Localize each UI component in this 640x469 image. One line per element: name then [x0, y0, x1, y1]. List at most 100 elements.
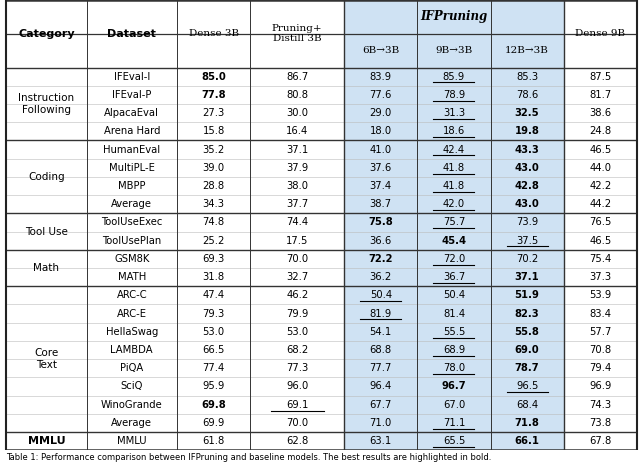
Text: Instruction
Following: Instruction Following [19, 93, 74, 115]
Text: AlpacaEval: AlpacaEval [104, 108, 159, 118]
Text: 9B→3B: 9B→3B [435, 46, 472, 55]
Text: LAMBDA: LAMBDA [111, 345, 153, 355]
Text: 28.8: 28.8 [203, 181, 225, 191]
Text: 81.9: 81.9 [370, 309, 392, 318]
Text: 50.4: 50.4 [443, 290, 465, 300]
Text: 46.5: 46.5 [589, 235, 611, 246]
Text: 32.5: 32.5 [515, 108, 540, 118]
Text: Average: Average [111, 418, 152, 428]
Text: 79.4: 79.4 [589, 363, 611, 373]
Text: 46.2: 46.2 [286, 290, 308, 300]
Text: 37.5: 37.5 [516, 235, 538, 246]
Text: 62.8: 62.8 [286, 436, 308, 446]
Text: 76.5: 76.5 [589, 218, 611, 227]
Text: 83.4: 83.4 [589, 309, 611, 318]
Text: ToolUsePlan: ToolUsePlan [102, 235, 161, 246]
Text: 53.9: 53.9 [589, 290, 611, 300]
Text: Dense 9B: Dense 9B [575, 29, 625, 38]
Text: Core
Text: Core Text [35, 348, 59, 370]
Text: 74.8: 74.8 [203, 218, 225, 227]
Text: 37.3: 37.3 [589, 272, 611, 282]
Text: 86.7: 86.7 [286, 72, 308, 82]
Text: 51.9: 51.9 [515, 290, 540, 300]
Text: 75.8: 75.8 [369, 218, 393, 227]
Text: HumanEval: HumanEval [103, 144, 161, 155]
Text: 35.2: 35.2 [202, 144, 225, 155]
Text: 44.0: 44.0 [589, 163, 611, 173]
Text: HellaSwag: HellaSwag [106, 327, 158, 337]
Text: 96.5: 96.5 [516, 381, 538, 392]
Text: 65.5: 65.5 [443, 436, 465, 446]
Text: 50.4: 50.4 [370, 290, 392, 300]
Text: 96.7: 96.7 [442, 381, 467, 392]
Text: 36.7: 36.7 [443, 272, 465, 282]
Text: 80.8: 80.8 [286, 90, 308, 100]
Text: 41.0: 41.0 [370, 144, 392, 155]
Text: 37.9: 37.9 [286, 163, 308, 173]
Text: 17.5: 17.5 [286, 235, 308, 246]
Text: 71.0: 71.0 [370, 418, 392, 428]
Text: 43.0: 43.0 [515, 163, 540, 173]
Text: WinoGrande: WinoGrande [101, 400, 163, 410]
Text: IFEval-I: IFEval-I [114, 72, 150, 82]
Text: 29.0: 29.0 [370, 108, 392, 118]
Text: 38.7: 38.7 [370, 199, 392, 209]
Text: 95.9: 95.9 [202, 381, 225, 392]
Text: 45.4: 45.4 [442, 235, 467, 246]
Text: 77.3: 77.3 [286, 363, 308, 373]
Text: 37.1: 37.1 [286, 144, 308, 155]
Text: ToolUseExec: ToolUseExec [101, 218, 163, 227]
Text: 55.5: 55.5 [443, 327, 465, 337]
Text: 53.0: 53.0 [286, 327, 308, 337]
Text: 69.9: 69.9 [202, 418, 225, 428]
Text: 78.0: 78.0 [443, 363, 465, 373]
Text: 66.5: 66.5 [202, 345, 225, 355]
Text: 68.8: 68.8 [370, 345, 392, 355]
Text: 61.8: 61.8 [202, 436, 225, 446]
Text: 27.3: 27.3 [202, 108, 225, 118]
Text: 71.8: 71.8 [515, 418, 540, 428]
Text: 69.1: 69.1 [286, 400, 308, 410]
Text: 54.1: 54.1 [370, 327, 392, 337]
Text: 96.4: 96.4 [370, 381, 392, 392]
Text: ARC-E: ARC-E [116, 309, 147, 318]
Text: 57.7: 57.7 [589, 327, 611, 337]
Text: 70.0: 70.0 [286, 418, 308, 428]
Text: 42.4: 42.4 [443, 144, 465, 155]
Text: 78.6: 78.6 [516, 90, 538, 100]
Text: Math: Math [33, 263, 60, 273]
Text: 74.4: 74.4 [286, 218, 308, 227]
Text: 69.3: 69.3 [202, 254, 225, 264]
Text: 36.2: 36.2 [370, 272, 392, 282]
Text: 43.0: 43.0 [515, 199, 540, 209]
Text: 69.8: 69.8 [201, 400, 226, 410]
Text: 66.1: 66.1 [515, 436, 540, 446]
Text: GSM8K: GSM8K [114, 254, 150, 264]
Text: 41.8: 41.8 [443, 163, 465, 173]
Text: 41.8: 41.8 [443, 181, 465, 191]
Text: 18.6: 18.6 [443, 126, 465, 136]
Text: 85.0: 85.0 [201, 72, 226, 82]
Text: 96.0: 96.0 [286, 381, 308, 392]
Text: Category: Category [18, 29, 75, 39]
Text: 83.9: 83.9 [370, 72, 392, 82]
Text: 55.8: 55.8 [515, 327, 540, 337]
Text: Dense 3B: Dense 3B [189, 29, 239, 38]
Text: 75.7: 75.7 [443, 218, 465, 227]
Text: 24.8: 24.8 [589, 126, 611, 136]
Text: Coding: Coding [28, 172, 65, 182]
Text: 82.3: 82.3 [515, 309, 540, 318]
Text: 87.5: 87.5 [589, 72, 611, 82]
Text: 79.9: 79.9 [286, 309, 308, 318]
Text: 78.9: 78.9 [443, 90, 465, 100]
Text: 47.4: 47.4 [203, 290, 225, 300]
Text: 30.0: 30.0 [286, 108, 308, 118]
Text: 68.2: 68.2 [286, 345, 308, 355]
Text: 70.2: 70.2 [516, 254, 538, 264]
Text: MATH: MATH [118, 272, 146, 282]
Text: 68.9: 68.9 [443, 345, 465, 355]
Text: 75.4: 75.4 [589, 254, 611, 264]
Text: 25.2: 25.2 [202, 235, 225, 246]
Text: 42.8: 42.8 [515, 181, 540, 191]
Text: 72.2: 72.2 [369, 254, 393, 264]
